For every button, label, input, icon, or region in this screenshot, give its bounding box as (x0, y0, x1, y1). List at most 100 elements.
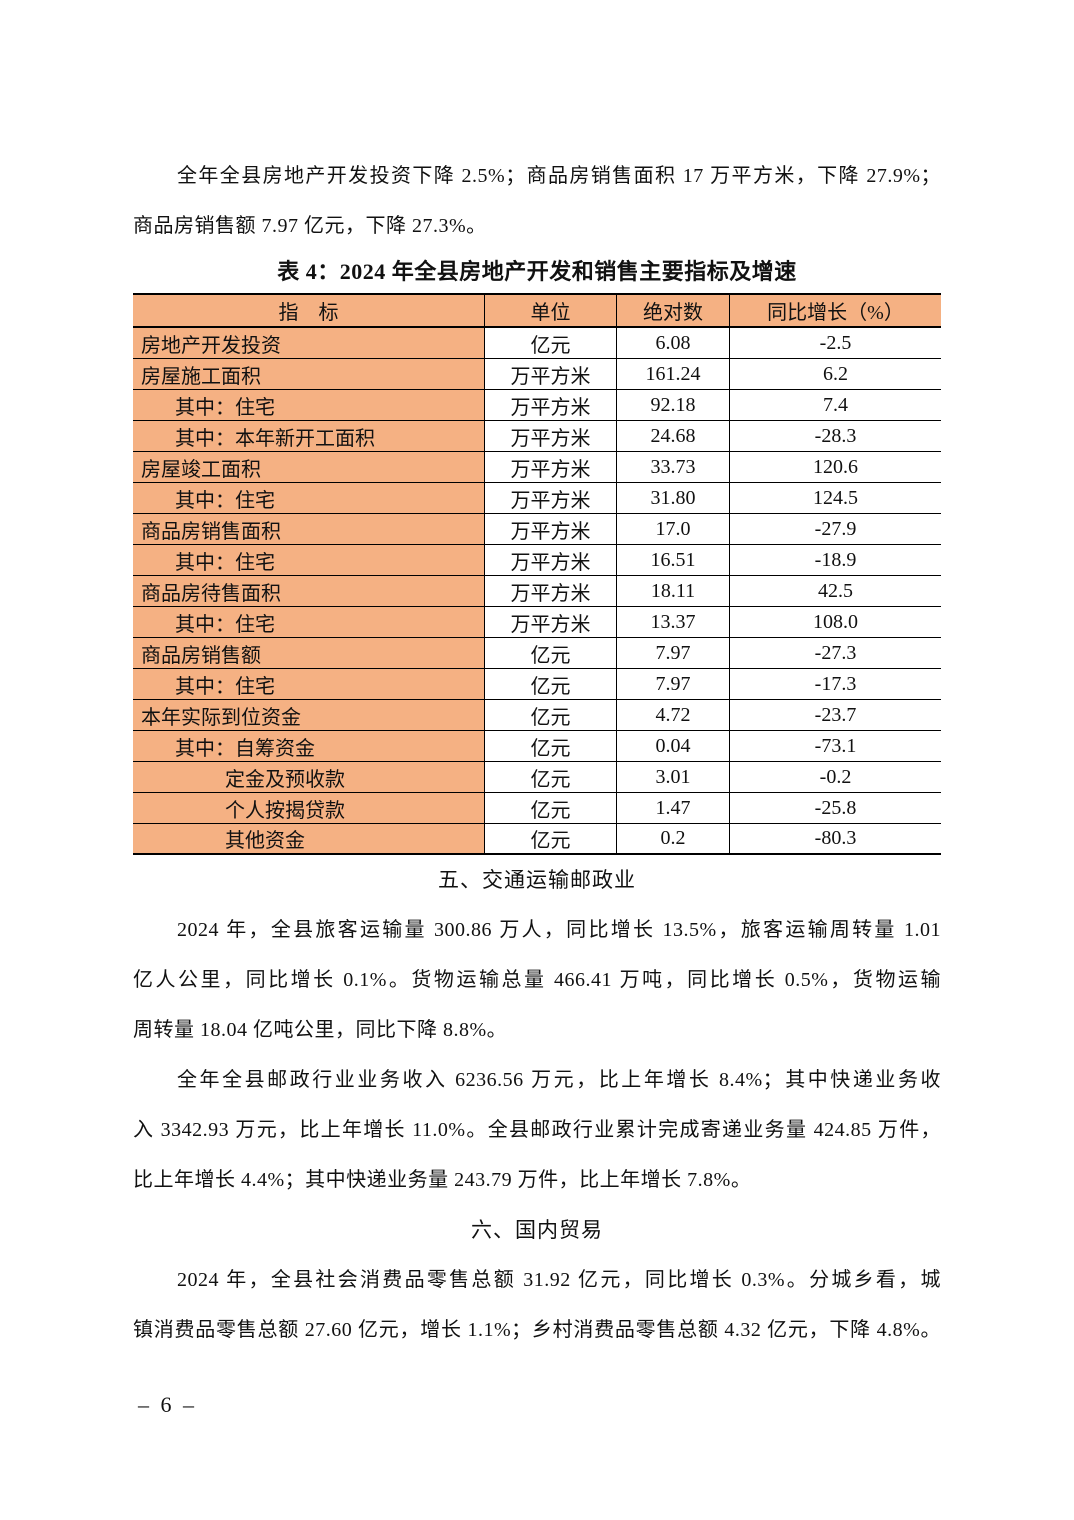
unit-cell: 亿元 (485, 793, 617, 823)
value-cell: 24.68 (617, 421, 730, 451)
table-title: 表 4：2024 年全县房地产开发和销售主要指标及增速 (277, 259, 797, 284)
table-row: 个人按揭贷款 亿元 1.47 -25.8 (133, 793, 941, 824)
growth-cell: -73.1 (814, 734, 857, 757)
growth-cell: 124.5 (813, 486, 858, 509)
indicator-cell: 其他资金 (133, 824, 485, 853)
indicator-cell: 商品房销售面积 (133, 514, 485, 544)
growth-cell: -2.5 (819, 331, 852, 354)
indicator-cell: 商品房待售面积 (133, 576, 485, 606)
paragraph-line: 比上年增长 4.4%；其中快递业务量 243.79 万件，比上年增长 7.8%。 (133, 1169, 752, 1191)
table-row: 房地产开发投资 亿元 6.08 -2.5 (133, 328, 941, 359)
unit-cell: 万平方米 (485, 359, 617, 389)
indicator-cell: 本年实际到位资金 (133, 700, 485, 730)
table-row: 商品房待售面积 万平方米 18.11 42.5 (133, 576, 941, 607)
growth-cell: 108.0 (813, 610, 858, 633)
indicator-cell: 其中：住宅 (133, 607, 485, 637)
table-row: 其中：本年新开工面积 万平方米 24.68 -28.3 (133, 421, 941, 452)
table-body: 房地产开发投资 亿元 6.08 -2.5 房屋施工面积 万平方米 161.24 … (133, 328, 941, 855)
value-cell: 92.18 (617, 390, 730, 420)
table-row: 商品房销售面积 万平方米 17.0 -27.9 (133, 514, 941, 545)
unit-cell: 亿元 (485, 700, 617, 730)
growth-cell: -18.9 (814, 548, 857, 571)
growth-cell: -80.3 (814, 827, 857, 849)
unit-cell: 亿元 (485, 731, 617, 761)
column-header-absolute: 绝对数 (617, 295, 730, 326)
growth-cell: 6.2 (823, 362, 848, 385)
page-content: 全年全县房地产开发投资下降 2.5%；商品房销售面积 17 万平方米，下降 27… (133, 151, 941, 1355)
indicator-cell: 房屋施工面积 (133, 359, 485, 389)
indicator-cell: 其中：住宅 (133, 483, 485, 513)
growth-cell: 7.4 (823, 393, 848, 416)
table-row: 其中：住宅 万平方米 31.80 124.5 (133, 483, 941, 514)
growth-cell: -25.8 (814, 796, 857, 819)
indicator-cell: 其中：住宅 (133, 545, 485, 575)
indicator-cell: 房地产开发投资 (133, 328, 485, 358)
growth-cell: -0.2 (819, 765, 852, 788)
unit-cell: 亿元 (485, 638, 617, 668)
indicator-cell: 其中：自筹资金 (133, 731, 485, 761)
postal-paragraph: 全年全县邮政行业业务收入 6236.56 万元，比上年增长 8.4%；其中快递业… (133, 1055, 941, 1205)
table-header-row: 指 标 单位 绝对数 同比增长（%） (133, 295, 941, 328)
indicator-cell: 商品房销售额 (133, 638, 485, 668)
paragraph-line: 全年全县房地产开发投资下降 2.5%；商品房销售面积 17 万平方米，下降 27… (177, 165, 941, 187)
paragraph-line: 镇消费品零售总额 27.60 亿元，增长 1.1%；乡村消费品零售总额 4.32… (133, 1319, 941, 1341)
table-row: 其中：住宅 万平方米 92.18 7.4 (133, 390, 941, 421)
value-cell: 31.80 (617, 483, 730, 513)
unit-cell: 万平方米 (485, 514, 617, 544)
growth-cell: -27.3 (814, 641, 857, 664)
table-row: 房屋施工面积 万平方米 161.24 6.2 (133, 359, 941, 390)
growth-cell: -23.7 (814, 703, 857, 726)
paragraph-line: 入 3342.93 万元，比上年增长 11.0%。全县邮政行业累计完成寄递业务量… (133, 1119, 941, 1141)
section-heading-transport: 五、交通运输邮政业 (438, 868, 636, 892)
value-cell: 13.37 (617, 607, 730, 637)
growth-cell: -28.3 (814, 424, 857, 447)
value-cell: 161.24 (617, 359, 730, 389)
growth-cell: -17.3 (814, 672, 857, 695)
table-row: 其他资金 亿元 0.2 -80.3 (133, 824, 941, 855)
table-row: 其中：自筹资金 亿元 0.04 -73.1 (133, 731, 941, 762)
unit-cell: 亿元 (485, 669, 617, 699)
table-row: 商品房销售额 亿元 7.97 -27.3 (133, 638, 941, 669)
table-row: 其中：住宅 万平方米 16.51 -18.9 (133, 545, 941, 576)
table-row: 本年实际到位资金 亿元 4.72 -23.7 (133, 700, 941, 731)
value-cell: 4.72 (617, 700, 730, 730)
paragraph-line: 2024 年，全县社会消费品零售总额 31.92 亿元，同比增长 0.3%。分城… (177, 1269, 941, 1291)
value-cell: 6.08 (617, 328, 730, 358)
unit-cell: 万平方米 (485, 483, 617, 513)
column-header-indicator: 指 标 (133, 295, 485, 326)
indicator-cell: 其中：本年新开工面积 (133, 421, 485, 451)
value-cell: 16.51 (617, 545, 730, 575)
value-cell: 18.11 (617, 576, 730, 606)
table-row: 其中：住宅 亿元 7.97 -17.3 (133, 669, 941, 700)
value-cell: 0.04 (617, 731, 730, 761)
unit-cell: 亿元 (485, 762, 617, 792)
value-cell: 3.01 (617, 762, 730, 792)
section-heading-trade: 六、国内贸易 (471, 1218, 603, 1242)
paragraph-line: 商品房销售额 7.97 亿元，下降 27.3%。 (133, 215, 487, 237)
paragraph-line: 亿人公里，同比增长 0.1%。货物运输总量 466.41 万吨，同比增长 0.5… (133, 969, 941, 991)
column-header-growth: 同比增长（%） (767, 302, 904, 324)
column-header-unit: 单位 (485, 295, 617, 326)
paragraph-line: 2024 年，全县旅客运输量 300.86 万人，同比增长 13.5%，旅客运输… (177, 919, 941, 941)
paragraph-line: 全年全县邮政行业业务收入 6236.56 万元，比上年增长 8.4%；其中快递业… (177, 1069, 941, 1091)
unit-cell: 万平方米 (485, 545, 617, 575)
unit-cell: 万平方米 (485, 576, 617, 606)
indicator-cell: 其中：住宅 (133, 390, 485, 420)
trade-paragraph: 2024 年，全县社会消费品零售总额 31.92 亿元，同比增长 0.3%。分城… (133, 1255, 941, 1355)
unit-cell: 万平方米 (485, 607, 617, 637)
growth-cell: -27.9 (814, 517, 857, 540)
page-number: – 6 – (138, 1392, 197, 1417)
growth-cell: 120.6 (813, 455, 858, 478)
unit-cell: 亿元 (485, 328, 617, 358)
table-row: 定金及预收款 亿元 3.01 -0.2 (133, 762, 941, 793)
unit-cell: 万平方米 (485, 452, 617, 482)
value-cell: 7.97 (617, 638, 730, 668)
unit-cell: 万平方米 (485, 421, 617, 451)
value-cell: 1.47 (617, 793, 730, 823)
transport-paragraph: 2024 年，全县旅客运输量 300.86 万人，同比增长 13.5%，旅客运输… (133, 905, 941, 1055)
indicators-table: 指 标 单位 绝对数 同比增长（%） 房地产开发投资 亿元 6.08 -2.5 … (133, 293, 941, 855)
unit-cell: 亿元 (485, 824, 617, 853)
intro-paragraph: 全年全县房地产开发投资下降 2.5%；商品房销售面积 17 万平方米，下降 27… (133, 151, 941, 251)
indicator-cell: 房屋竣工面积 (133, 452, 485, 482)
